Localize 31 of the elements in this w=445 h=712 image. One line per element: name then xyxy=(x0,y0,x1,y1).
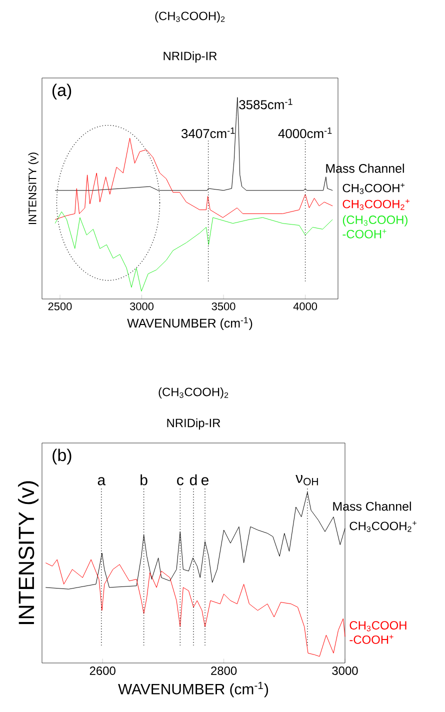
x-tick-label: 2800 xyxy=(211,666,237,675)
annotation: (a) xyxy=(52,84,72,100)
chart-subtitle: NRIDip-IR xyxy=(164,51,217,63)
ref-line-label: 3407cm$^{-1}$ xyxy=(181,127,235,138)
ref-line-label: 4000cm$^{-1}$ xyxy=(278,127,332,138)
series-label: (CH$_{3}$COOH) -COOH$^{+}$ xyxy=(342,215,408,238)
y-axis-title: INTENSITY (v) xyxy=(18,481,38,624)
series-label: CH$_{3}$COOH$^{+}$ xyxy=(342,183,405,194)
x-tick-label: 2500 xyxy=(48,302,72,310)
ref-line-label: ν$_{OH}$ xyxy=(296,474,318,486)
annotation: 3585cm$^{-1}$ xyxy=(239,98,292,110)
x-axis-title: WAVENUMBER (cm$^{-1}$) xyxy=(118,682,268,698)
legend-title: Mass Channel xyxy=(333,502,411,511)
chart-subtitle: NRIDip-IR xyxy=(167,418,220,430)
x-axis-title: WAVENUMBER (cm$^{-1}$) xyxy=(127,317,252,330)
x-tick-label: 4000 xyxy=(293,302,318,310)
ref-line-label: e xyxy=(201,477,208,486)
chart-title: (CH$_{3}$COOH)$_{2}$ xyxy=(155,11,225,23)
ref-line-label: a xyxy=(98,477,106,486)
y-axis-title: INTENSITY (v) xyxy=(28,152,38,224)
x-tick-label: 2600 xyxy=(90,666,116,675)
ref-line-label: b xyxy=(140,474,148,486)
x-tick-label: 3500 xyxy=(212,302,236,310)
chart-title: (CH$_{3}$COOH)$_{2}$ xyxy=(158,387,228,399)
legend-title: Mass Channel xyxy=(326,164,404,173)
ref-line-label: d xyxy=(190,474,197,486)
x-tick-label: 3000 xyxy=(332,666,358,675)
x-tick-label: 3000 xyxy=(130,302,154,310)
ref-line-label: c xyxy=(177,477,184,486)
text: (b) xyxy=(52,448,72,464)
series-label: CH$_{3}$COOH -COOH$^{+}$ xyxy=(350,621,406,644)
